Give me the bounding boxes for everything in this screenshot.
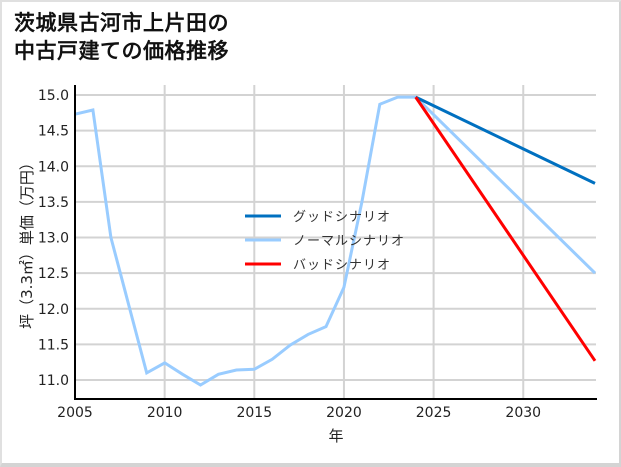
x-tick-label: 2030 — [505, 405, 541, 421]
title-line-2: 中古戸建ての価格推移 — [14, 39, 229, 63]
y-tick-label: 14.5 — [38, 124, 69, 140]
series-line-bad — [414, 96, 597, 362]
legend-label: グッドシナリオ — [293, 210, 391, 225]
x-tick-label: 2025 — [416, 405, 452, 421]
series-line-normal — [74, 95, 597, 387]
y-tick-label: 12.0 — [38, 302, 69, 318]
y-axis-label: 坪（3.3㎡）単価（万円） — [18, 155, 36, 329]
series-lines — [74, 95, 597, 387]
legend-label: ノーマルシナリオ — [293, 234, 405, 249]
y-tick-label: 11.5 — [38, 337, 69, 353]
x-tick-label: 2015 — [236, 405, 272, 421]
axes — [74, 85, 597, 400]
y-tick-label: 13.0 — [38, 231, 69, 247]
x-axis-label: 年 — [328, 427, 343, 445]
x-tick-label: 2020 — [326, 405, 362, 421]
y-tick-label: 13.5 — [38, 195, 69, 211]
y-tick-label: 11.0 — [38, 373, 69, 389]
series-line-good — [415, 95, 596, 185]
title-line-1: 茨城県古河市上片田の — [14, 11, 229, 35]
legend-label: バッドシナリオ — [293, 258, 391, 273]
y-tick-labels: 11.0 11.5 12.0 12.5 13.0 13.5 14.0 14.5 15.0 — [38, 88, 69, 389]
y-tick-label: 15.0 — [38, 88, 69, 104]
x-tick-label: 2010 — [147, 405, 183, 421]
x-tick-label: 2005 — [57, 405, 93, 421]
y-tick-label: 14.0 — [38, 159, 69, 175]
chart-title: 茨城県古河市上片田の 中古戸建ての価格推移 — [14, 9, 229, 65]
x-tick-labels: 2005 2010 2015 2020 2025 2030 — [57, 405, 541, 421]
y-tick-label: 12.5 — [38, 266, 69, 282]
